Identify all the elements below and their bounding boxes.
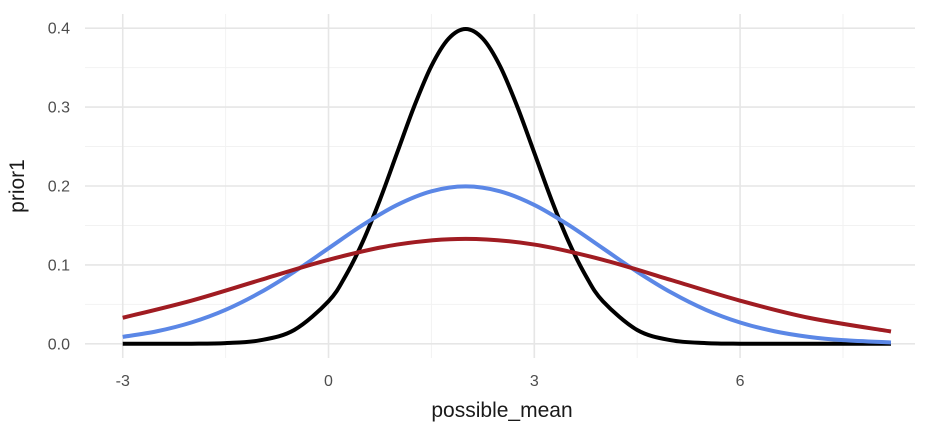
x-tick-label: 6 [736, 373, 745, 390]
y-tick-label: 0.0 [48, 336, 70, 353]
series-line-1 [122, 26, 891, 346]
x-tick-label: 3 [530, 373, 539, 390]
x-axis-title: possible_mean [431, 399, 572, 422]
x-tick-label: 0 [324, 373, 333, 390]
y-tick-labels: 0.0 0.1 0.2 0.3 0.4 [48, 21, 70, 354]
y-tick-label: 0.3 [48, 100, 70, 117]
y-tick-label: 0.2 [48, 179, 70, 196]
series-line-3 [122, 236, 892, 334]
y-tick-label: 0.4 [48, 21, 70, 38]
x-tick-label: -3 [116, 373, 130, 390]
y-axis-title: prior1 [6, 159, 29, 213]
series-line-2 [122, 184, 892, 345]
x-tick-labels: -3 0 3 6 [116, 373, 745, 390]
y-tick-label: 0.1 [48, 257, 70, 274]
series-lines [122, 26, 892, 346]
